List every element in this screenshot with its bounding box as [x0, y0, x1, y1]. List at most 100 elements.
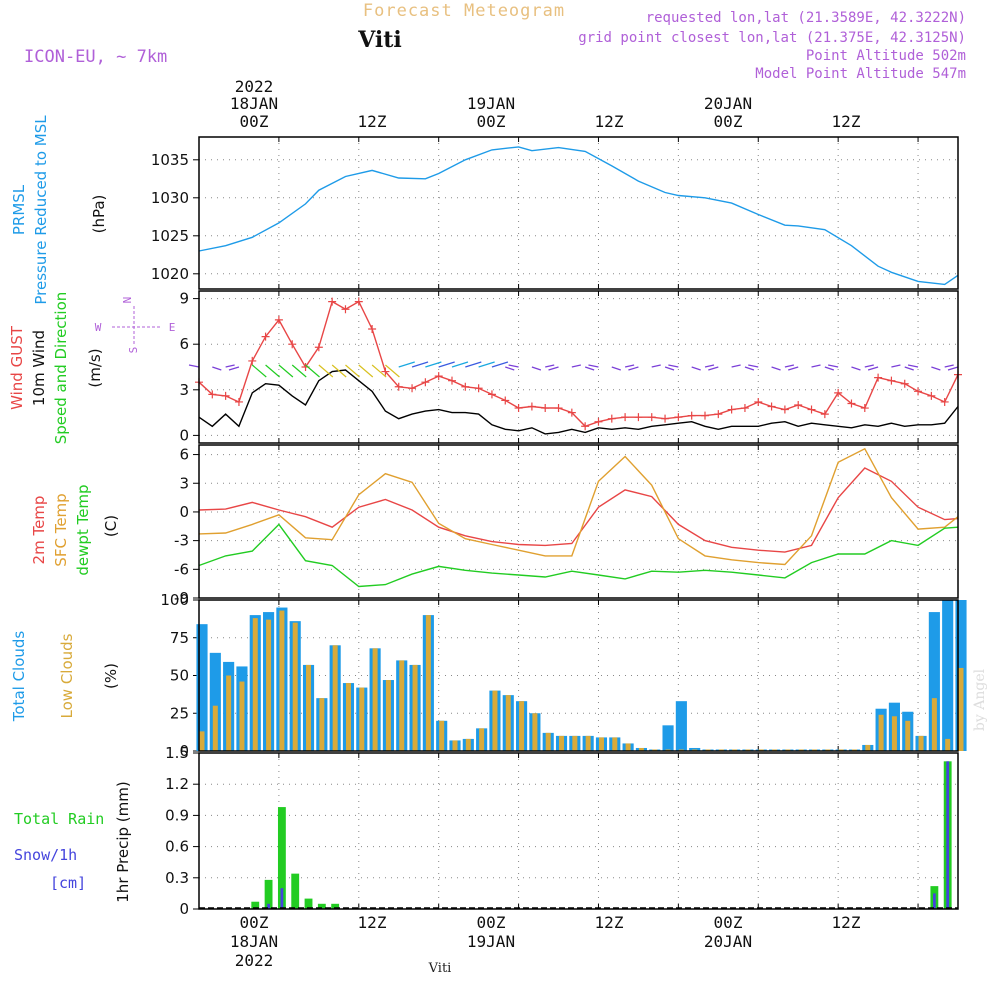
precipitation-frame: [198, 752, 959, 910]
wind-direction-arrow: [891, 364, 901, 368]
gust-marker: [594, 417, 603, 426]
wind-panel: 0 3 6 9: [179, 290, 962, 444]
bottom-date-1: 18JAN: [230, 932, 278, 951]
low-cloud-bar: [452, 740, 458, 751]
bottom-year: 2022: [235, 951, 274, 970]
compass-west: W: [95, 321, 102, 334]
total-cloud-bar: [209, 652, 221, 751]
wind-direction-arrow: [784, 364, 795, 368]
top-date-2: 19JAN: [467, 94, 515, 113]
low-cloud-bar: [612, 737, 618, 751]
temperature-panel: -9 -6 -3 0 3 6: [174, 444, 959, 607]
wind-10m-label: 10m Wind: [30, 330, 48, 406]
wind-direction-arrow: [478, 361, 495, 368]
compass-south: S: [127, 347, 140, 354]
gust-marker: [408, 384, 417, 393]
cloud-low-label: Low Clouds: [58, 633, 76, 718]
wind-direction-arrow: [531, 366, 542, 371]
gust-marker: [927, 391, 936, 400]
wind-direction-arrow: [345, 364, 360, 378]
gust-marker: [527, 402, 536, 411]
low-cloud-bar: [625, 743, 631, 751]
gust-marker: [274, 315, 283, 324]
footer-station: Viti: [428, 961, 452, 976]
gust-marker: [208, 390, 217, 399]
low-cloud-bar: [812, 749, 818, 751]
wind-direction-arrow: [228, 366, 240, 371]
gust-marker: [794, 401, 803, 409]
wind-direction-arrow: [571, 364, 581, 368]
wind-speed-dir-label: Speed and Direction: [52, 292, 70, 445]
low-cloud-bar: [252, 618, 258, 751]
temperature-ytick-label: 0: [179, 503, 189, 521]
low-cloud-bar: [705, 749, 711, 751]
top-tick-6: 12Z: [832, 112, 861, 131]
precipitation-ytick-label: 0: [179, 900, 189, 918]
precipitation-ytick-label: 1.5: [165, 744, 189, 762]
wind-direction-arrow: [291, 364, 307, 378]
gust-marker: [647, 413, 656, 422]
dewpt-temp-line: [198, 523, 959, 588]
low-cloud-bar: [678, 749, 684, 751]
gust-marker: [900, 379, 909, 388]
precipitation-panel: 0 0.3 0.6 0.9 1.2 1.5: [165, 744, 959, 918]
wind-direction-arrow: [867, 366, 879, 371]
low-cloud-bar: [292, 622, 298, 751]
gust-marker: [820, 410, 829, 419]
wind-direction-arrow: [371, 364, 387, 378]
wind-direction-arrow: [864, 364, 874, 368]
precip-rain-label: Total Rain: [14, 810, 104, 828]
gust-marker: [328, 297, 337, 306]
wind-direction-arrow: [691, 366, 701, 371]
cloud-unit-label: (%): [102, 663, 120, 689]
wind-direction-arrow: [491, 361, 509, 368]
gust-marker: [314, 343, 323, 352]
total-cloud-bar: [662, 725, 674, 751]
gust-marker: [621, 413, 630, 422]
wind-direction-arrow: [904, 366, 914, 371]
low-cloud-bar: [838, 749, 844, 751]
low-cloud-bar: [212, 705, 218, 751]
wind-direction-arrow: [704, 364, 715, 368]
wind-direction-arrow: [411, 361, 429, 368]
wind-direction-arrow: [748, 364, 759, 368]
gust-marker: [341, 305, 350, 314]
wind-unit-label: (m/s): [86, 348, 104, 387]
point-altitude: Point Altitude 502m: [806, 48, 966, 64]
wind-ytick-label: 9: [179, 290, 189, 308]
low-cloud-bar: [918, 735, 924, 751]
temp-2m-label: 2m Temp: [30, 496, 48, 565]
bottom-date-3: 20JAN: [704, 932, 752, 951]
cloud-total-label: Total Clouds: [10, 631, 28, 723]
low-cloud-bar: [519, 701, 525, 751]
gust-marker: [354, 297, 363, 306]
low-cloud-bar: [718, 749, 724, 751]
precip-unit-label: 1hr Precip (mm): [114, 781, 132, 902]
low-cloud-bar: [492, 690, 498, 751]
rain-bar: [251, 901, 260, 909]
snow-bar: [280, 888, 284, 909]
low-cloud-bar: [572, 735, 578, 751]
top-date-1: 18JAN: [230, 94, 278, 113]
top-year: 2022: [235, 77, 274, 96]
gust-marker: [687, 411, 696, 420]
gust-marker: [807, 405, 816, 414]
rain-bar: [317, 903, 326, 909]
low-cloud-bar: [239, 681, 245, 751]
bottom-tick-3: 00Z: [477, 913, 506, 932]
low-cloud-bar: [412, 664, 418, 751]
bottom-tick-2: 12Z: [358, 913, 387, 932]
wind-direction-arrow: [851, 366, 861, 371]
low-cloud-bar: [878, 714, 884, 751]
wind-gust-label: Wind GUST: [8, 325, 26, 410]
clouds-panel: 0 25 50 75 100: [160, 591, 967, 760]
gust-marker: [940, 397, 949, 406]
top-date-3: 20JAN: [704, 94, 752, 113]
prmsl-line: [198, 146, 959, 286]
gust-marker: [487, 390, 496, 399]
gust-marker: [914, 387, 923, 396]
low-cloud-bar: [266, 619, 272, 751]
gust-marker: [780, 405, 789, 414]
gust-marker: [740, 404, 749, 413]
